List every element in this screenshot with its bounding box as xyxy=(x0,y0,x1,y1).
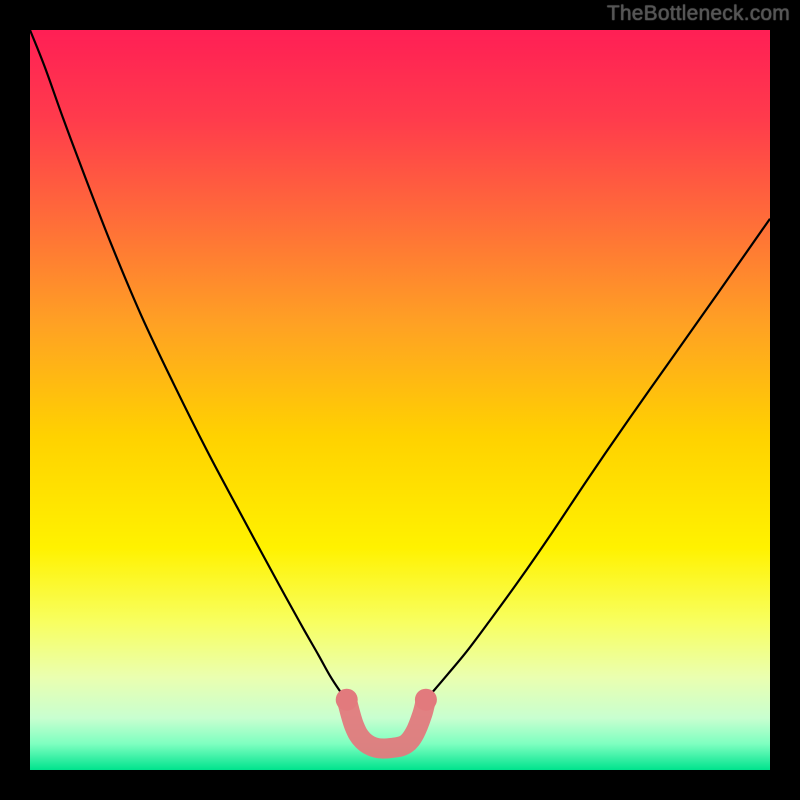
bottleneck-curve-chart xyxy=(0,0,800,800)
endpoint-marker xyxy=(336,689,358,711)
plot-background xyxy=(30,30,770,770)
watermark-text: TheBottleneck.com xyxy=(607,2,790,26)
endpoint-marker xyxy=(415,689,437,711)
chart-container: TheBottleneck.com xyxy=(0,0,800,800)
